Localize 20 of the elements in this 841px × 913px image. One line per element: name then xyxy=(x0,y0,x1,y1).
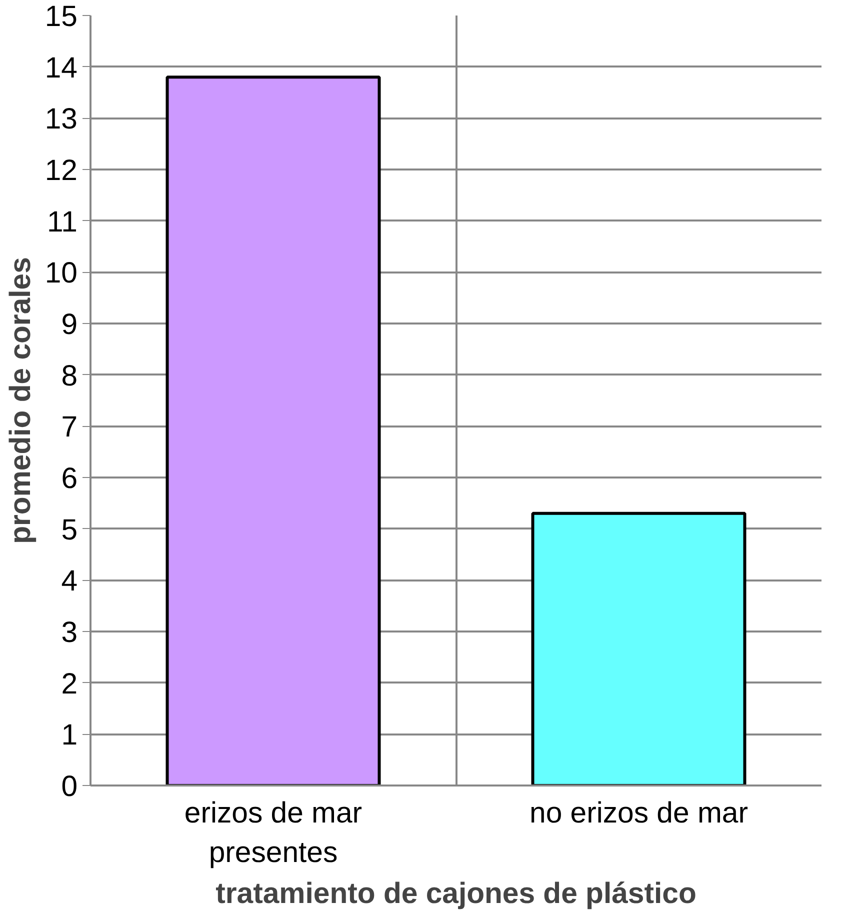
y-tick-label: 0 xyxy=(61,770,78,803)
y-tick-label: 8 xyxy=(61,359,78,392)
y-axis-title: promedio de corales xyxy=(4,257,37,544)
y-tick-label: 1 xyxy=(61,718,78,752)
x-axis-title: tratamiento de cajones de plástico xyxy=(216,877,696,910)
y-tick-label: 10 xyxy=(44,256,78,290)
y-tick-label: 11 xyxy=(47,205,78,238)
y-tick-label: 3 xyxy=(61,616,78,649)
y-tick-label: 15 xyxy=(44,0,78,33)
y-tick-label: 5 xyxy=(61,513,78,546)
y-tick-label: 7 xyxy=(61,410,78,444)
y-tick-label: 2 xyxy=(61,667,78,700)
y-tick-label: 13 xyxy=(44,102,78,136)
y-tick-label: 12 xyxy=(44,154,78,187)
x-tick-label: erizos de mar presentes xyxy=(184,796,362,870)
y-tick-label: 14 xyxy=(44,51,78,84)
x-tick-label: no erizos de mar xyxy=(530,796,748,830)
y-tick-label: 6 xyxy=(61,462,78,495)
y-tick-label: 9 xyxy=(61,308,78,341)
y-tick-label: 4 xyxy=(61,564,78,598)
